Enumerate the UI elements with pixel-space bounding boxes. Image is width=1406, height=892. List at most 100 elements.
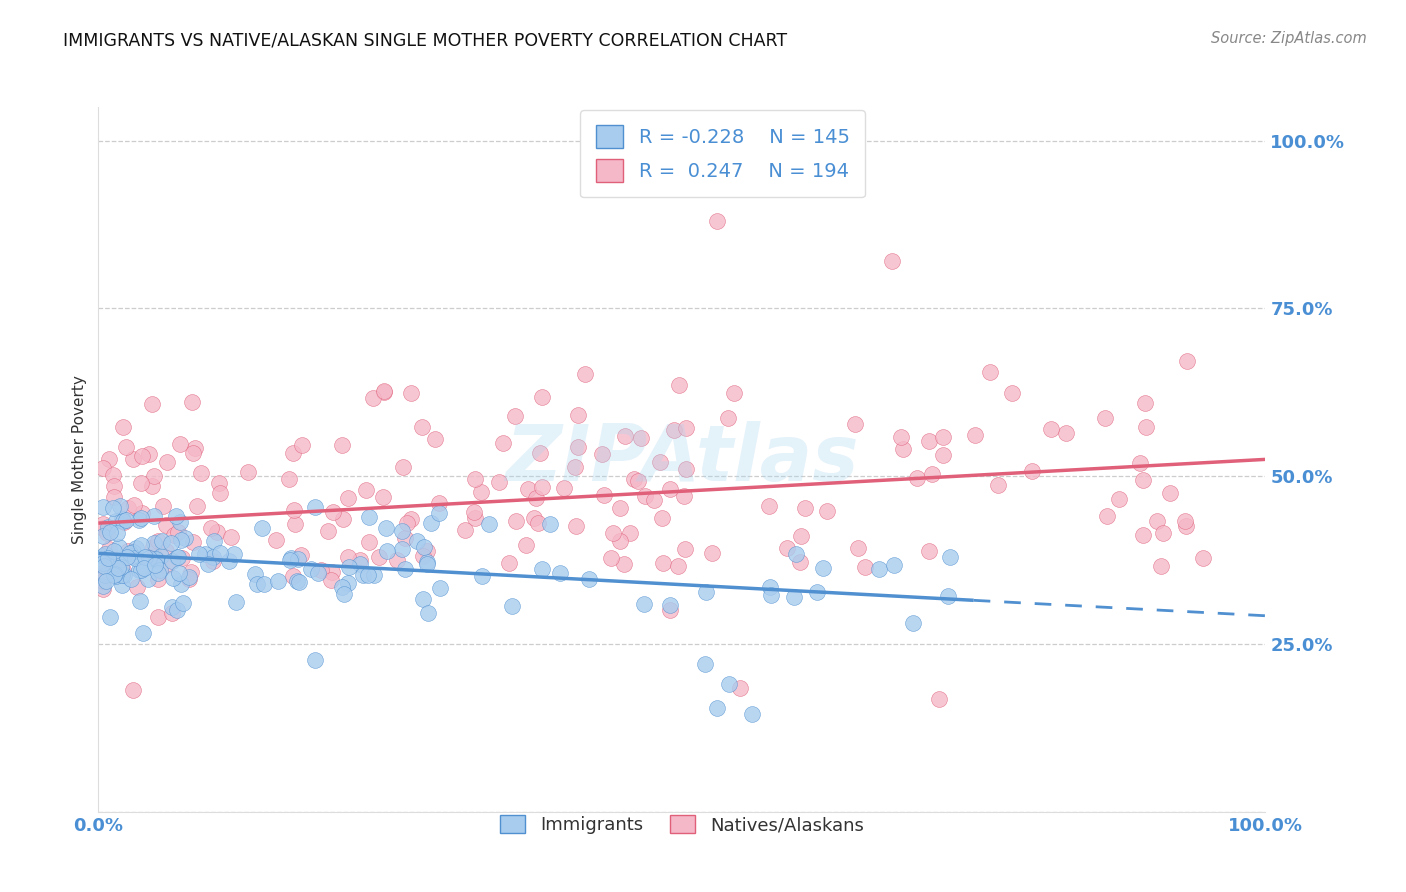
Point (146, 566, 169, 580)
Point (336, 576, 359, 591)
Point (160, 536, 183, 550)
Point (103, 544, 125, 558)
Point (412, 592, 434, 607)
Y-axis label: Single Mother Poverty: Single Mother Poverty (72, 375, 87, 544)
Point (478, 517, 501, 532)
Point (155, 544, 177, 558)
Point (243, 566, 266, 581)
Point (146, 573, 169, 587)
Point (117, 544, 139, 558)
Point (94, 568, 117, 582)
Point (901, 615, 924, 630)
Point (567, 440, 589, 454)
Point (129, 511, 152, 525)
Point (304, 653, 326, 667)
Point (574, 367, 596, 381)
Point (110, 563, 132, 577)
Point (1191, 550, 1213, 565)
Point (278, 553, 301, 567)
Point (553, 481, 575, 495)
Point (181, 534, 204, 549)
Point (181, 446, 204, 460)
Point (183, 442, 205, 456)
Point (529, 446, 551, 460)
Point (427, 506, 450, 520)
Point (375, 544, 398, 558)
Point (152, 499, 174, 513)
Point (150, 549, 173, 564)
Point (104, 515, 127, 529)
Point (373, 384, 395, 399)
Point (717, 410, 740, 425)
Point (129, 563, 152, 577)
Point (530, 480, 553, 494)
Point (266, 574, 288, 589)
Point (98, 452, 121, 467)
Point (134, 550, 156, 565)
Point (531, 390, 554, 404)
Point (186, 500, 208, 514)
Point (412, 549, 434, 563)
Point (391, 524, 413, 538)
Text: IMMIGRANTS VS NATIVE/ALASKAN SINGLE MOTHER POVERTY CORRELATION CHART: IMMIGRANTS VS NATIVE/ALASKAN SINGLE MOTH… (63, 31, 787, 49)
Point (702, 546, 724, 560)
Point (411, 420, 433, 434)
Point (880, 254, 903, 268)
Point (120, 572, 142, 586)
Point (208, 485, 231, 500)
Point (162, 570, 184, 584)
Point (172, 551, 194, 566)
Point (695, 657, 717, 671)
Point (1001, 386, 1024, 401)
Point (141, 397, 163, 411)
Point (287, 551, 309, 566)
Point (730, 681, 752, 695)
Point (406, 534, 429, 549)
Point (143, 549, 166, 563)
Point (97, 520, 120, 534)
Point (193, 547, 215, 561)
Point (776, 541, 799, 555)
Point (815, 504, 838, 518)
Point (330, 580, 353, 594)
Point (115, 440, 138, 454)
Point (332, 587, 354, 601)
Point (91, 574, 114, 589)
Point (717, 677, 740, 691)
Point (283, 503, 305, 517)
Point (658, 598, 681, 612)
Point (471, 569, 494, 583)
Point (374, 521, 396, 535)
Point (117, 501, 139, 516)
Point (723, 386, 745, 401)
Point (758, 499, 780, 513)
Point (201, 549, 224, 564)
Point (160, 599, 183, 614)
Point (531, 562, 554, 576)
Point (142, 541, 165, 555)
Point (205, 524, 228, 539)
Point (783, 590, 806, 604)
Point (284, 516, 307, 531)
Point (695, 585, 717, 599)
Point (107, 560, 129, 574)
Point (264, 533, 287, 547)
Point (1094, 410, 1116, 425)
Point (97, 551, 120, 566)
Point (169, 515, 191, 529)
Point (138, 572, 160, 586)
Point (91, 461, 114, 475)
Point (918, 434, 941, 449)
Point (155, 517, 177, 532)
Point (658, 603, 681, 617)
Point (91, 579, 114, 593)
Point (167, 525, 190, 540)
Point (1152, 526, 1174, 541)
Point (339, 560, 361, 574)
Point (322, 505, 344, 519)
Point (94, 547, 117, 561)
Point (609, 534, 631, 549)
Point (416, 555, 439, 569)
Point (108, 540, 131, 554)
Point (613, 557, 636, 571)
